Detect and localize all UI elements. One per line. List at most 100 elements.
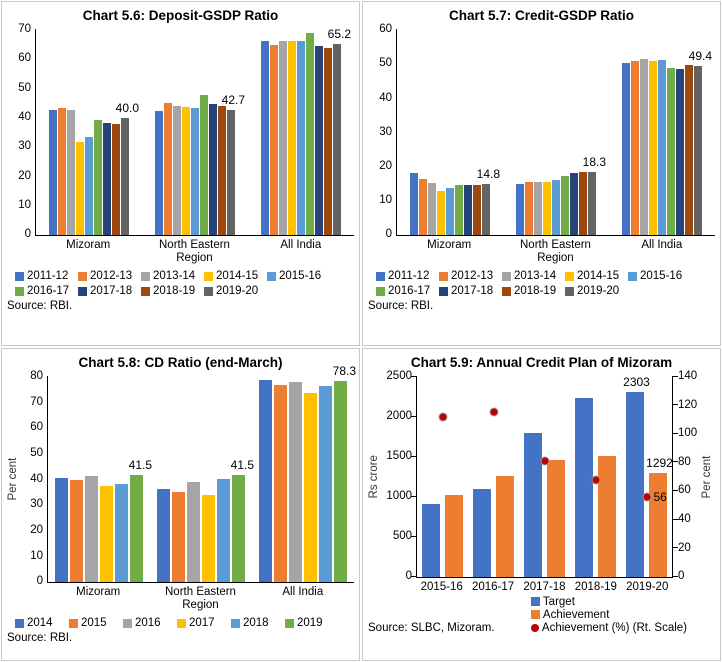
- y-tick-label: 60: [30, 421, 43, 434]
- right-y-axis: 0 20 40 60 80 100 120 140: [673, 370, 701, 582]
- x-category-label: 2018-19: [574, 580, 617, 593]
- bar: [552, 180, 560, 235]
- left-tick-mark: [411, 495, 416, 497]
- bar: [631, 61, 639, 235]
- bar: [209, 103, 217, 235]
- data-label: 2303: [623, 375, 650, 390]
- bar: [187, 481, 200, 582]
- legend-item: 2012-13: [439, 270, 502, 282]
- y-tick-label: 10: [379, 194, 392, 207]
- bar-group: 65.2: [258, 27, 351, 235]
- achievement-pct-marker: [489, 407, 498, 417]
- legend-item: 2019-20: [565, 285, 628, 297]
- x-category-label: North Eastern Region: [520, 238, 591, 264]
- y-tick-label: 60: [18, 52, 31, 65]
- legend-item: 2017: [177, 617, 231, 629]
- y-tick-label: 40: [379, 91, 392, 104]
- legend-label: 2017-18: [90, 285, 133, 298]
- right-tick-mark: [673, 518, 678, 520]
- chart-area: 0 10 20 30 40 50 60 70 40.0 42.7 65.2: [7, 23, 354, 240]
- left-y-axis: 0 500 1000 1500 2000 2500: [382, 370, 416, 582]
- y-tick-label: 30: [30, 498, 43, 511]
- right-tick-mark: [673, 547, 678, 549]
- bar: [85, 136, 93, 235]
- y-tick-label: 60: [379, 23, 392, 36]
- legend-label: 2019-20: [216, 285, 259, 298]
- legend-item: 2014-15: [204, 270, 267, 282]
- bar: [58, 108, 66, 235]
- y-tick-label: 0: [678, 570, 685, 583]
- y-axis: 0 10 20 30 40 50 60 70 80: [21, 370, 47, 587]
- bar-group: [523, 376, 567, 577]
- achievement-bar: [445, 495, 463, 577]
- data-label: 41.5: [230, 458, 254, 473]
- bar: [304, 393, 317, 582]
- chart-5-6-title: Chart 5.6: Deposit-GSDP Ratio: [82, 8, 279, 23]
- y-axis: 0 10 20 30 40 50 60 70: [7, 23, 35, 240]
- legend-swatch: [141, 286, 150, 296]
- right-tick-mark: [673, 432, 678, 434]
- bar: [112, 123, 120, 235]
- legend-swatch: [530, 610, 540, 620]
- legend-item: 2017-18: [439, 285, 502, 297]
- chart-5-9-plot: Rs crore 0 500 1000 1500 2000 2500 2303 1292 56 0 2…: [368, 370, 715, 594]
- bar: [130, 475, 143, 582]
- bar: [259, 379, 272, 582]
- bar: [67, 110, 75, 235]
- panel-chart-5-6: Chart 5.6: Deposit-GSDP Ratio 0 10 20 30 40 5…: [1, 1, 360, 346]
- legend-label: 2011-12: [27, 270, 69, 283]
- right-axis-title: Per cent: [701, 455, 713, 499]
- bar: [191, 107, 199, 235]
- bar: [667, 68, 675, 235]
- bar-group: 42.7: [152, 29, 245, 235]
- legend-label: 2011-12: [388, 270, 430, 283]
- bar: [200, 94, 208, 235]
- legend-label: 2016-17: [27, 285, 70, 298]
- legend-swatch: [565, 271, 574, 281]
- data-label: 14.8: [476, 167, 500, 182]
- legend-item: 2014: [15, 617, 69, 629]
- y-tick-label: 40: [30, 472, 43, 485]
- legend-item: 2014-15: [565, 270, 628, 282]
- y-tick-label: 40: [18, 111, 31, 124]
- bar-group: [574, 376, 618, 577]
- legend-swatch: [376, 271, 385, 281]
- chart-5-6-legend: 2011-12 2012-13 2013-14 2014-15 2015-16 2016-…: [15, 270, 354, 297]
- bar-group: 40.0: [46, 29, 139, 235]
- legend-item: 2019-20: [204, 285, 267, 297]
- legend-swatch: [502, 286, 511, 296]
- legend-swatch: [376, 286, 385, 296]
- bar: [289, 381, 302, 582]
- bar: [49, 109, 57, 235]
- legend-swatch: [439, 286, 448, 296]
- legend-swatch: [439, 271, 448, 281]
- chart-area: Per cent 0 10 20 30 40 50 60 70 80 41.5 41.5 78.3: [7, 364, 356, 587]
- bar: [202, 494, 215, 582]
- legend-label: 2019-20: [577, 285, 620, 298]
- bar: [261, 40, 269, 235]
- legend-item: 2013-14: [141, 270, 204, 282]
- bar: [85, 475, 98, 582]
- legend-item: 2012-13: [78, 270, 141, 282]
- x-category-label: Mizoram: [427, 238, 472, 251]
- legend-label: Achievement: [542, 608, 610, 621]
- legend-item: 2016-17: [15, 285, 78, 297]
- right-tick-mark: [673, 375, 678, 377]
- chart-5-8-source: Source: RBI.: [7, 632, 73, 645]
- legend-swatch: [78, 271, 87, 281]
- legend-item: 2017-18: [78, 285, 141, 297]
- bar: [232, 475, 245, 582]
- bar: [217, 478, 230, 582]
- legend-label: 2018-19: [153, 285, 196, 298]
- x-category-label: All India: [282, 585, 324, 598]
- target-bar: [575, 397, 593, 577]
- bar: [306, 32, 314, 235]
- legend-item: Achievement (%) (Rt. Scale): [530, 622, 687, 634]
- y-tick-label: 30: [18, 140, 31, 153]
- legend-swatch: [502, 271, 511, 281]
- legend-swatch: [231, 618, 240, 628]
- bar: [622, 62, 630, 235]
- bar: [297, 40, 305, 235]
- plot-region: 2303 1292 56: [411, 375, 678, 578]
- data-label: 1292: [646, 456, 673, 471]
